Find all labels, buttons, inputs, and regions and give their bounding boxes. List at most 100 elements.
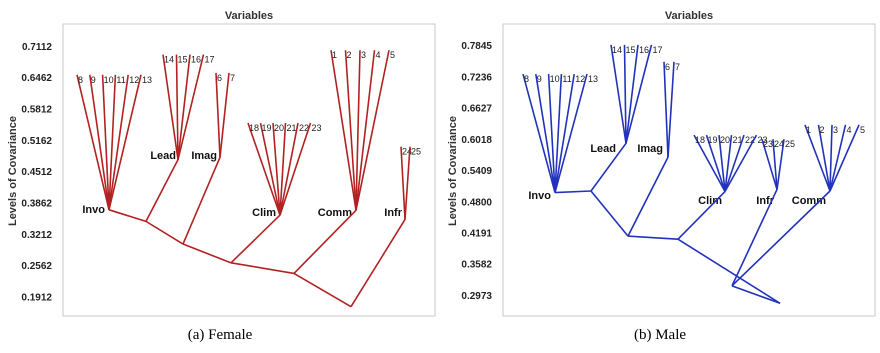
branch-clim-20 [718, 135, 726, 192]
merge-link-m4-right [293, 209, 357, 274]
branch-lead-15 [175, 54, 179, 160]
merge-link-m4-left [230, 262, 295, 275]
branch-clim-18 [247, 122, 281, 216]
leaf-label: 1 [806, 125, 811, 135]
leaf-label: 16 [639, 45, 649, 55]
y-tick-label: 0.1912 [21, 292, 52, 303]
branch-infr-23 [761, 138, 778, 190]
branch-invo-8 [76, 74, 110, 210]
leaf-label: 12 [575, 74, 585, 84]
branch-comm-4 [829, 124, 847, 192]
leaf-label: 13 [588, 74, 598, 84]
branch-infr-25 [776, 139, 785, 190]
chart-title: Variables [665, 10, 713, 22]
y-tick-label: 0.3582 [461, 260, 492, 271]
leaf-label: 18 [249, 123, 259, 133]
branch-imag-6 [215, 72, 221, 158]
branch-clim-23 [724, 134, 758, 192]
cluster-label-invo: Invo [82, 204, 105, 216]
cluster-label-comm: Comm [318, 207, 352, 219]
branch-clim-21 [279, 122, 287, 216]
leaf-label: 12 [129, 75, 139, 85]
merge-link-m2-right [182, 156, 221, 245]
leaf-label: 20 [274, 123, 284, 133]
cluster-label-invo: Invo [528, 190, 551, 202]
merge-link-m4-left [731, 189, 778, 287]
cluster-label-lead: Lead [590, 143, 616, 155]
y-tick-label: 0.2973 [461, 291, 492, 302]
branch-invo-10 [547, 74, 556, 193]
merge-link-m4-right [731, 190, 831, 287]
merge-link-m5-left [293, 272, 352, 308]
leaf-label: 15 [626, 45, 636, 55]
branch-invo-9 [535, 73, 556, 193]
plot-frame [62, 23, 436, 317]
y-tick-label: 0.7845 [461, 41, 492, 52]
branch-invo-12 [554, 73, 575, 193]
branch-clim-18 [693, 134, 726, 192]
branch-invo-13 [554, 73, 588, 193]
chart-title: Variables [225, 10, 273, 22]
leaf-label: 15 [178, 55, 188, 65]
leaf-label: 17 [205, 55, 215, 65]
branch-infr-25 [404, 146, 411, 220]
leaf-label: 11 [116, 75, 125, 85]
branch-comm-1 [330, 50, 357, 211]
branch-lead-17 [625, 44, 653, 144]
leaf-label: 14 [612, 45, 622, 55]
leaf-label: 19 [262, 123, 272, 133]
y-tick-label: 0.3212 [21, 230, 52, 241]
y-tick-label: 0.6462 [21, 73, 52, 84]
branch-lead-14 [162, 54, 179, 160]
leaf-label: 8 [524, 74, 529, 84]
branch-invo-11 [554, 74, 563, 193]
branch-clim-22 [279, 122, 299, 216]
leaf-label: 22 [745, 135, 755, 145]
y-axis-label: Levels of Covariance [447, 116, 459, 226]
branch-imag-7 [667, 61, 675, 158]
cluster-label-imag: Imag [191, 150, 217, 162]
branch-lead-15 [623, 44, 627, 144]
branch-clim-19 [705, 134, 726, 192]
branch-invo-8 [522, 73, 556, 193]
y-tick-label: 0.5409 [461, 166, 492, 177]
leaf-label: 3 [833, 125, 838, 135]
cluster-label-comm: Comm [792, 195, 826, 207]
leaf-label: 22 [299, 123, 309, 133]
leaf-label: 23 [763, 139, 773, 149]
y-tick-label: 0.4800 [461, 197, 492, 208]
leaf-label: 16 [191, 55, 201, 65]
leaf-label: 19 [708, 135, 718, 145]
branch-comm-2 [817, 124, 831, 192]
leaf-label: 20 [720, 135, 730, 145]
leaf-label: 25 [411, 147, 421, 157]
branch-imag-7 [219, 72, 230, 158]
male-dendrogram-panel: Variables Levels of Covariance 0.7845 0.723… [440, 0, 880, 353]
female-dendrogram-chart: Variables Levels of Covariance 0.7112 0.646… [7, 10, 436, 317]
branch-clim-19 [259, 122, 281, 216]
merge-link-m2-right [627, 156, 669, 237]
cluster-label-imag: Imag [637, 143, 663, 155]
branch-lead-16 [625, 44, 639, 144]
merge-link-m2-left [145, 220, 184, 245]
branch-lead-14 [610, 44, 627, 144]
leaf-label: 5 [390, 50, 395, 60]
branch-infr-24 [772, 139, 778, 190]
branch-clim-21 [724, 135, 733, 192]
branch-imag-6 [663, 61, 669, 158]
merge-link-m3-right [677, 190, 726, 240]
leaf-label: 4 [376, 50, 381, 60]
branch-comm-5 [355, 50, 390, 211]
leaf-label: 6 [217, 73, 222, 83]
leaf-label: 9 [537, 74, 542, 84]
branch-invo-9 [89, 74, 110, 210]
y-axis-label: Levels of Covariance [7, 116, 19, 226]
y-tick-label: 0.5812 [21, 104, 52, 115]
branch-comm-5 [829, 124, 860, 192]
y-tick-label: 0.6627 [461, 104, 492, 115]
leaf-label: 4 [847, 125, 852, 135]
leaf-label: 10 [550, 74, 560, 84]
y-tick-label: 0.5162 [21, 136, 52, 147]
leaf-label: 24 [402, 147, 412, 157]
merge-link-m2-left [590, 190, 629, 237]
